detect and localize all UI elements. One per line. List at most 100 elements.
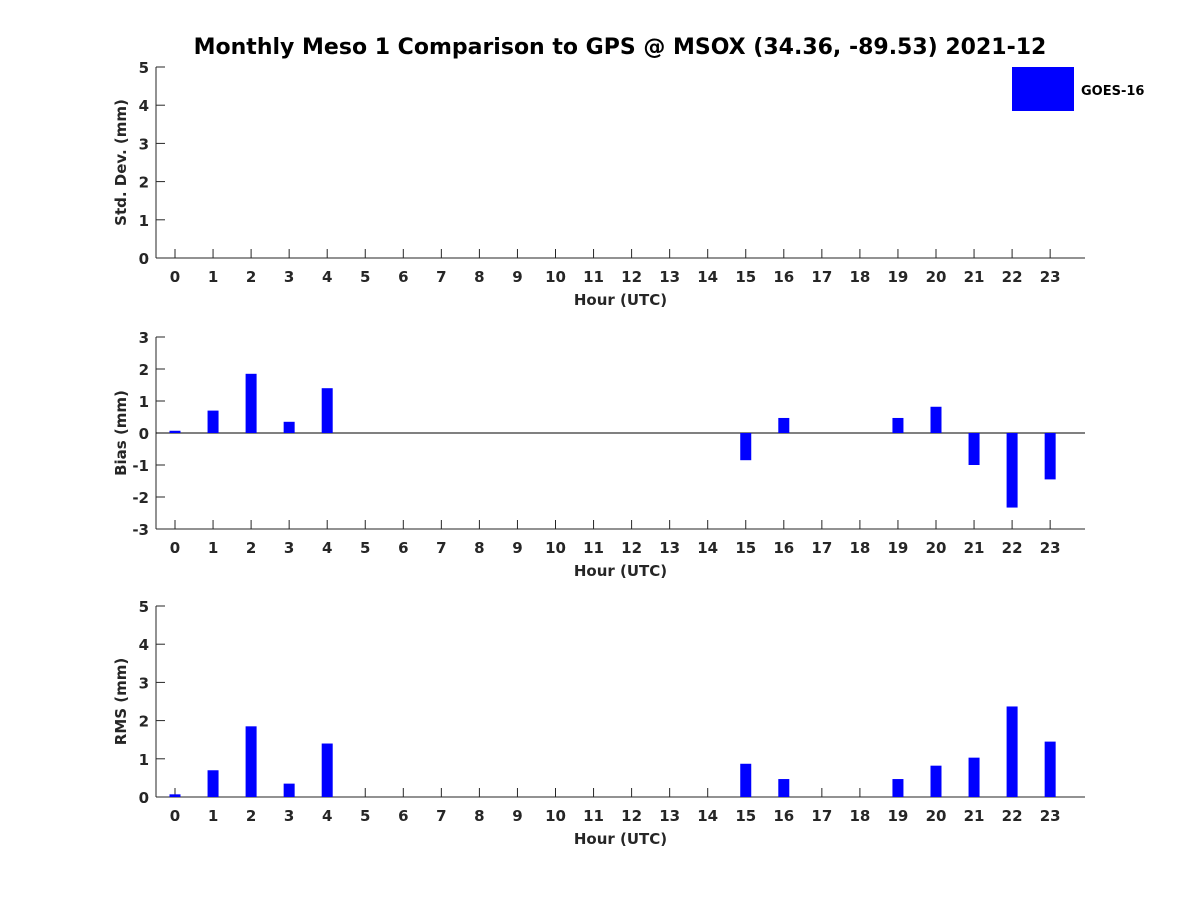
x-tick-label: 17	[811, 807, 832, 825]
bar-hour-2	[245, 373, 257, 433]
x-axis-label: Hour (UTC)	[574, 291, 667, 309]
bar-hour-4	[321, 388, 333, 433]
x-tick-label: 9	[512, 807, 522, 825]
x-tick-label: 0	[170, 268, 180, 286]
x-tick-label: 8	[474, 539, 484, 557]
x-tick-label: 9	[512, 268, 522, 286]
x-tick-label: 21	[964, 539, 985, 557]
x-tick-label: 1	[208, 807, 218, 825]
x-tick-label: 16	[773, 268, 794, 286]
x-tick-label: 16	[773, 807, 794, 825]
x-tick-label: 19	[888, 807, 909, 825]
bar-hour-23	[1044, 433, 1056, 480]
x-tick-label: 8	[474, 268, 484, 286]
x-tick-label: 4	[322, 539, 332, 557]
bar-hour-22	[1006, 433, 1018, 508]
x-tick-label: 13	[659, 807, 680, 825]
x-tick-label: 20	[926, 539, 947, 557]
bar-hour-15	[740, 433, 752, 461]
x-tick-label: 22	[1002, 539, 1023, 557]
x-tick-label: 0	[170, 539, 180, 557]
legend-swatch-goes16	[1012, 67, 1074, 111]
x-tick-label: 16	[773, 539, 794, 557]
x-tick-label: 2	[246, 268, 256, 286]
x-axis-label: Hour (UTC)	[574, 562, 667, 580]
bar-hour-21	[968, 757, 980, 797]
x-tick-label: 3	[284, 807, 294, 825]
y-tick-label: 0	[139, 425, 149, 443]
x-tick-label: 9	[512, 539, 522, 557]
bar-hour-19	[892, 779, 904, 797]
x-tick-label: 13	[659, 268, 680, 286]
x-tick-label: 5	[360, 807, 370, 825]
x-tick-label: 5	[360, 539, 370, 557]
y-tick-label: 0	[139, 250, 149, 268]
x-tick-label: 14	[697, 268, 718, 286]
bar-hour-0	[169, 430, 181, 433]
x-tick-label: 18	[849, 539, 870, 557]
x-tick-label: 22	[1002, 807, 1023, 825]
bar-hour-3	[283, 783, 295, 797]
x-tick-label: 12	[621, 807, 642, 825]
bar-hour-19	[892, 417, 904, 433]
x-tick-label: 10	[545, 268, 566, 286]
x-tick-label: 13	[659, 539, 680, 557]
x-tick-label: 12	[621, 539, 642, 557]
x-tick-label: 21	[964, 807, 985, 825]
bar-hour-16	[778, 779, 790, 797]
x-tick-label: 6	[398, 539, 408, 557]
bar-hour-1	[207, 770, 219, 797]
x-tick-label: 3	[284, 268, 294, 286]
bar-hour-0	[169, 794, 181, 797]
y-tick-label: 4	[139, 636, 149, 654]
y-tick-label: -2	[132, 489, 149, 507]
x-tick-label: 7	[436, 268, 446, 286]
bar-hour-2	[245, 726, 257, 797]
y-tick-label: 1	[139, 751, 149, 769]
y-tick-label: 4	[139, 97, 149, 115]
x-tick-label: 23	[1040, 539, 1061, 557]
x-tick-label: 15	[735, 807, 756, 825]
x-tick-label: 6	[398, 268, 408, 286]
y-tick-label: 5	[139, 59, 149, 77]
x-tick-label: 0	[170, 807, 180, 825]
y-tick-label: 2	[139, 174, 149, 192]
x-tick-label: 5	[360, 268, 370, 286]
x-tick-label: 17	[811, 539, 832, 557]
y-tick-label: 3	[139, 135, 149, 153]
x-tick-label: 15	[735, 268, 756, 286]
bar-hour-15	[740, 763, 752, 797]
bar-hour-3	[283, 421, 295, 433]
x-tick-label: 2	[246, 807, 256, 825]
x-tick-label: 11	[583, 268, 604, 286]
y-tick-label: 1	[139, 393, 149, 411]
bar-hour-1	[207, 410, 219, 433]
y-axis-label: RMS (mm)	[112, 658, 130, 745]
y-axis-label: Bias (mm)	[112, 390, 130, 476]
bar-hour-20	[930, 765, 942, 797]
y-axis-label: Std. Dev. (mm)	[112, 99, 130, 226]
bar-hour-23	[1044, 741, 1056, 797]
x-tick-label: 20	[926, 268, 947, 286]
y-tick-label: 2	[139, 361, 149, 379]
x-tick-label: 14	[697, 807, 718, 825]
y-tick-label: 2	[139, 713, 149, 731]
x-tick-label: 4	[322, 807, 332, 825]
x-tick-label: 7	[436, 539, 446, 557]
x-tick-label: 12	[621, 268, 642, 286]
x-tick-label: 17	[811, 268, 832, 286]
x-axis-label: Hour (UTC)	[574, 830, 667, 848]
x-tick-label: 23	[1040, 807, 1061, 825]
figure-title: Monthly Meso 1 Comparison to GPS @ MSOX …	[194, 35, 1047, 60]
x-tick-label: 18	[849, 268, 870, 286]
x-tick-label: 6	[398, 807, 408, 825]
legend: GOES-16	[1012, 67, 1144, 111]
x-tick-label: 19	[888, 268, 909, 286]
x-tick-label: 4	[322, 268, 332, 286]
x-tick-label: 23	[1040, 268, 1061, 286]
x-tick-label: 8	[474, 807, 484, 825]
